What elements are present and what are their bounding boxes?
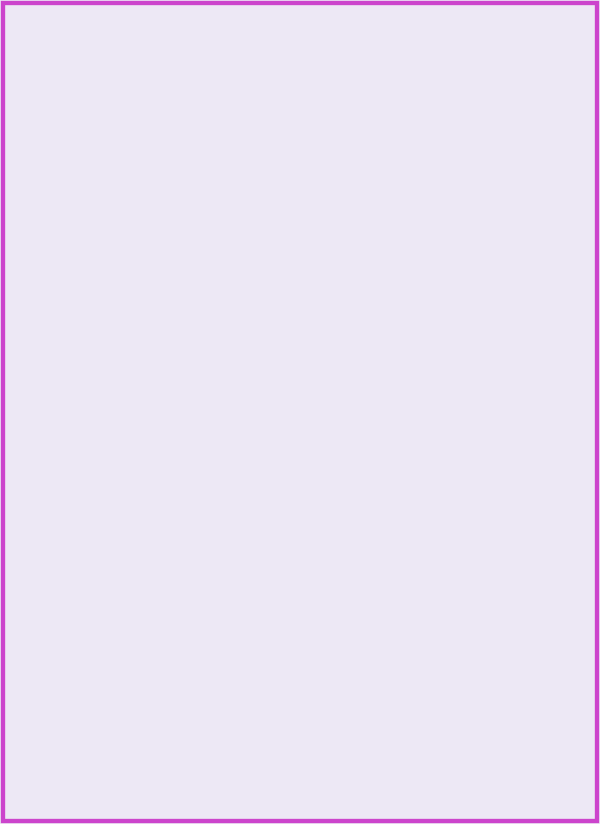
Text: Drugs: Drugs (407, 270, 453, 284)
Text: are administered: are administered (159, 102, 274, 115)
Text: Hypoglycaemic agents: Hypoglycaemic agents (28, 42, 186, 55)
Text: orally: orally (224, 102, 264, 115)
Text: DPP-4 inhibitors: DPP-4 inhibitors (95, 527, 197, 537)
Bar (268, 523, 592, 695)
Text: Retard carbohydrate absorption: Retard carbohydrate absorption (31, 701, 245, 714)
Text: 1ˢᵗ generation - Tolbutamide,
  Chlorpropamide
2ⁿᵈ generation-Glibenclamide
  (g: 1ˢᵗ generation - Tolbutamide, Chlorpropa… (273, 294, 476, 353)
Text: oral hypoglycaemic agents: oral hypoglycaemic agents (97, 120, 286, 133)
Text: Metformin, Phenformin: Metformin, Phenformin (273, 459, 419, 469)
Text: Meglitinide/
Phenylalanine
analogues: Meglitinide/ Phenylalanine analogues (175, 394, 263, 429)
Text: exenatide: exenatide (149, 84, 218, 97)
Bar (268, 695, 592, 721)
Text: .: . (173, 59, 178, 72)
Bar (8, 523, 90, 695)
Text: □  INTRO. TO ORAL HYPOGLYCAEMIC DRUG: □ INTRO. TO ORAL HYPOGLYCAEMIC DRUG (12, 12, 398, 26)
Text: or: or (199, 120, 220, 133)
Bar (268, 290, 592, 445)
Text: and are: and are (249, 102, 301, 115)
Text: Pioglitazone: Pioglitazone (273, 498, 350, 508)
Text: of insulin,: of insulin, (101, 84, 170, 97)
Text: are used in the: are used in the (110, 42, 212, 55)
Text: Acarbose, Miglitol, Voglibose: Acarbose, Miglitol, Voglibose (273, 701, 466, 714)
Bar (5, 237, 595, 265)
Text: Sod. Glucose
cotransporter -2 (SGLT-
2) inhibitor: Sod. Glucose cotransporter -2 (SGLT- 2) … (95, 587, 239, 621)
Text: exceptions: exceptions (61, 84, 137, 97)
Bar (8, 445, 90, 523)
Text: therefore known as: therefore known as (28, 120, 153, 133)
Bar (8, 290, 90, 445)
Text: •: • (14, 84, 24, 99)
Text: hyperglycaemic agents: hyperglycaemic agents (28, 138, 191, 151)
Text: Enhanced
insulin
secretion: Enhanced insulin secretion (17, 344, 81, 391)
Bar (268, 445, 592, 523)
Bar (90, 445, 268, 523)
Text: .: . (114, 138, 118, 151)
Text: treatment of diabetes mellitus: treatment of diabetes mellitus (172, 42, 386, 55)
Text: GLP-1 analogue: GLP-1 analogue (95, 557, 193, 567)
Text: Thiazolidinediones
(PPARγ activators): Thiazolidinediones (PPARγ activators) (95, 487, 212, 509)
Text: by: by (28, 59, 47, 72)
Text: and: and (238, 84, 269, 97)
Text: Dapagliflozin, Canagliflozin: Dapagliflozin, Canagliflozin (273, 604, 444, 614)
Bar (8, 265, 592, 290)
Text: pramlintide: pramlintide (256, 84, 337, 97)
Text: all the: all the (28, 102, 71, 115)
Text: Dopamine D₂ agonist: Dopamine D₂ agonist (95, 639, 226, 649)
Text: Exenatide: Exenatide (273, 563, 335, 573)
Bar (5, 5, 595, 33)
Text: other hypoglycemic agents: other hypoglycemic agents (57, 102, 248, 115)
Text: Amylin Analogues: Amylin Analogues (95, 669, 207, 679)
Text: ,: , (301, 84, 305, 97)
Text: lowering the blood glucose levels: lowering the blood glucose levels (39, 59, 274, 72)
Text: Miscellan
eous
drugs: Miscellan eous drugs (18, 586, 80, 633)
Text: Sulfonylurea: Sulfonylurea (177, 327, 261, 340)
Text: oral anti-: oral anti- (214, 120, 278, 133)
Text: Pramlintide: Pramlintide (273, 675, 346, 685)
Text: Repaglinide, Nateglinide: Repaglinide, Nateglinide (273, 406, 427, 416)
Text: Bromocriptine: Bromocriptine (273, 645, 362, 655)
Text: liraglutide: liraglutide (193, 84, 265, 97)
Text: Overcome
insulin
resistance: Overcome insulin resistance (14, 461, 83, 508)
Text: Biguanide (AMPₖ
activator): Biguanide (AMPₖ activator) (95, 449, 200, 471)
Text: K⁺
channel
blocker: K⁺ channel blocker (106, 349, 155, 386)
Text: With the: With the (28, 84, 85, 97)
Text: Classes: Classes (20, 270, 79, 284)
Text: Sitagliptin, Saxagliptin: Sitagliptin, Saxagliptin (273, 533, 416, 543)
Bar (90, 290, 268, 445)
Text: ,: , (185, 84, 193, 97)
Bar (8, 695, 268, 721)
Bar (90, 523, 268, 695)
Text: □  CLASSIFICATION ON ORAL HYPOGLYCEMIC  AGENTS: □ CLASSIFICATION ON ORAL HYPOGLYCEMIC AG… (12, 244, 470, 259)
Text: •: • (14, 42, 24, 57)
Text: Sub-Class: Sub-Class (141, 270, 217, 284)
